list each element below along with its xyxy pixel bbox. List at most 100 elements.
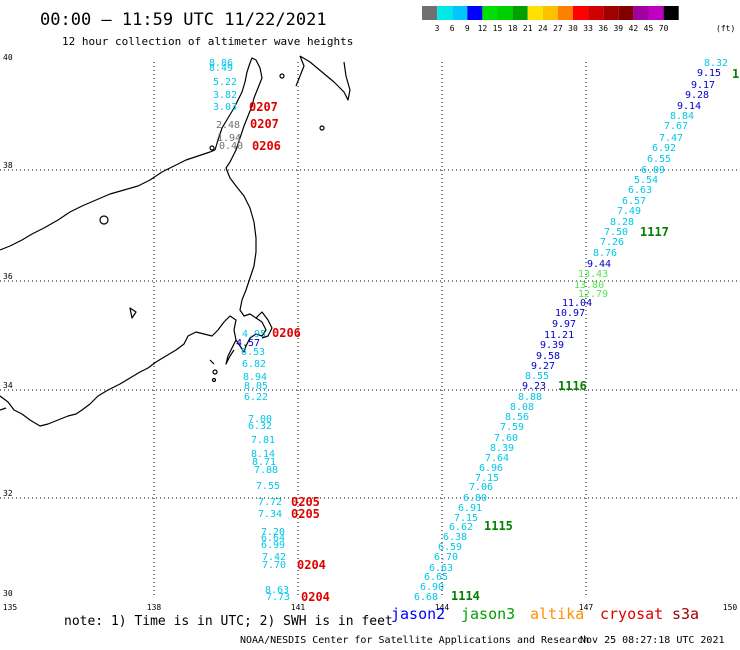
legend-swatch [573,6,589,20]
legend-label: 33 [583,24,593,33]
swh-reading: 6.92 [652,143,676,154]
legend-swatch [422,6,438,20]
swh-reading: 7.73 [266,592,290,603]
swh-reading: 7.15 [475,473,499,484]
lat-tick-label: 40 [3,53,13,62]
swh-reading: 6.55 [647,154,671,165]
footer-note: note: 1) Time is in UTC; 2) SWH is in fe… [64,614,393,629]
swh-reading: 7.81 [251,435,275,446]
legend-swatch [527,6,543,20]
swh-reading: 4.95 [242,329,266,340]
lon-tick-label: 144 [435,603,450,612]
swh-reading: 6.22 [244,392,268,403]
swh-reading: 7.70 [262,560,286,571]
satellite-jason3: jason3 [461,605,515,623]
lat-tick-label: 36 [3,272,13,281]
chart-subtitle: 12 hour collection of altimeter wave hei… [62,35,353,48]
pass-time-tag: 0206 [272,326,301,340]
swh-reading: 7.60 [494,433,518,444]
pass-time-tag: 0204 [297,558,326,572]
satellite-altika: altika [530,605,584,623]
legend-label: 15 [493,24,503,33]
swh-reading: 4.57 [236,338,260,349]
swh-reading: 9.58 [536,351,560,362]
swh-reading: 6.63 [628,185,652,196]
legend-unit: (ft) [716,24,735,33]
swh-reading: 11.04 [562,298,592,309]
legend-swatch [467,6,483,20]
lat-lon-grid: 135 138 141 144 147 150 40 38 36 34 32 30 [0,53,740,612]
lon-tick-label: 150 [723,603,738,612]
pass-time-tag: 1114 [451,589,480,603]
swh-reading: 6.80 [463,493,487,504]
swh-reading: 6.38 [443,532,467,543]
swh-reading: 7.49 [617,206,641,217]
swh-reading: 6.59 [438,542,462,553]
swh-reading: 8.39 [490,443,514,454]
legend-swatch [452,6,468,20]
swh-reading: 7.88 [254,465,278,476]
legend-swatch [648,6,664,20]
swh-reading: 6.63 [429,563,453,574]
swh-reading: 9.14 [677,101,701,112]
lon-tick-label: 135 [3,603,18,612]
legend-swatch [633,6,649,20]
legend-label: 39 [613,24,623,33]
swh-reading: 8.28 [610,217,634,228]
swh-reading: 6.96 [479,463,503,474]
legend-label: 3 [435,24,440,33]
swh-reading: 7.15 [454,513,478,524]
swh-reading: 7.20 [261,527,285,538]
swh-reading: 7.50 [604,227,628,238]
swh-reading: 5.54 [634,175,658,186]
satellite-jason2: jason2 [391,605,445,623]
legend-swatch [557,6,573,20]
legend-label: 30 [568,24,578,33]
chart-title: 00:00 – 11:59 UTC 11/22/2021 [40,10,327,30]
swh-reading: 7.34 [258,509,282,520]
pass-time-tag: 1115 [484,519,513,533]
swh-reading: 9.44 [587,259,611,270]
swh-reading: 7.06 [469,482,493,493]
legend-swatch [437,6,453,20]
swh-reading: 6.99 [261,540,285,551]
pass-time-tag: 0205 [291,495,320,509]
legend-swatch [588,6,604,20]
swh-reading: 7.55 [256,481,280,492]
legend-label: 21 [523,24,533,33]
legend-swatch [497,6,513,20]
swh-reading: 10.97 [555,308,585,319]
lat-tick-label: 32 [3,489,13,498]
lat-tick-label: 34 [3,381,13,390]
swh-reading: 7.00 [248,414,272,425]
swh-reading: 9.27 [531,361,555,372]
satellite-s3a: s3a [672,605,699,623]
coastline [0,55,351,427]
swh-reading: 8.71 [252,457,276,468]
swh-reading: 0.40 [219,141,243,152]
swh-reading: 8.56 [505,412,529,423]
swh-reading: 6.53 [241,347,265,358]
swh-reading: 12.79 [578,289,608,300]
swh-reading: 7.47 [659,133,683,144]
legend-label: 18 [508,24,518,33]
swh-reading: 6.64 [261,533,285,544]
legend-swatch [603,6,619,20]
swh-reading: 6.09 [641,165,665,176]
footer-timestamp: Nov 25 08:27:18 UTC 2021 [580,635,725,646]
swh-reading: 8.05 [244,381,268,392]
legend-label: 36 [598,24,608,33]
footer-credit: NOAA/NESDIS Center for Satellite Applica… [240,635,589,646]
swh-reading: 7.67 [664,121,688,132]
legend-label: 12 [478,24,488,33]
swh-reading: 8.08 [510,402,534,413]
swh-reading: 9.23 [522,381,546,392]
swh-reading: 6.90 [420,582,444,593]
swh-reading: 8.88 [518,392,542,403]
swh-reading: 13.43 [578,269,608,280]
swh-reading: 8.84 [670,111,694,122]
swh-reading: 2.48 [216,120,240,131]
